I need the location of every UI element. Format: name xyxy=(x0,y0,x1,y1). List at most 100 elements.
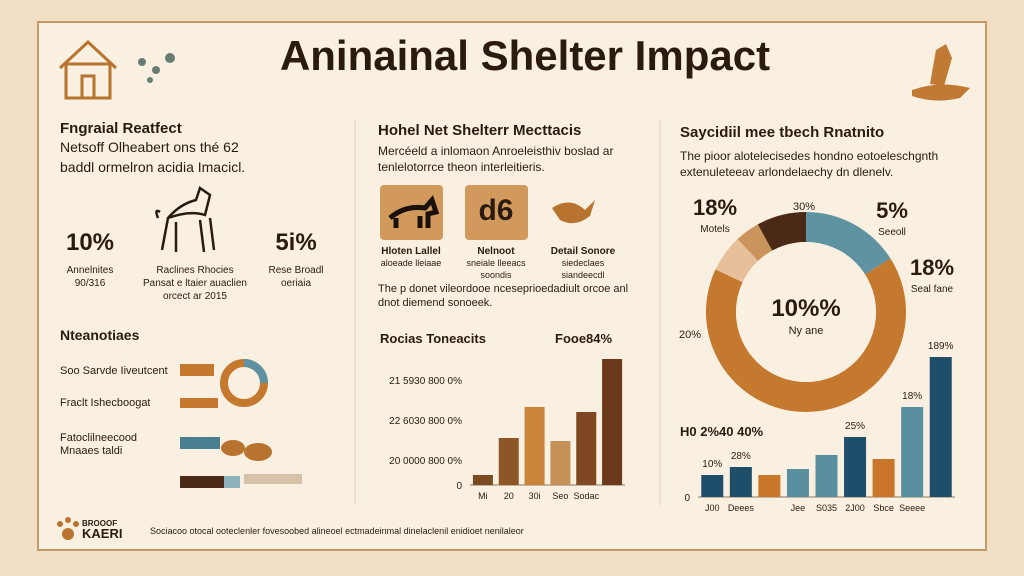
stat-value: 5i% xyxy=(275,229,316,256)
icon-caption: Hloten Lallel xyxy=(381,246,441,257)
bar xyxy=(729,467,752,497)
bar xyxy=(498,438,519,485)
paw-icon xyxy=(57,517,79,540)
logo: KAERI xyxy=(82,526,122,541)
donut-label: 5% xyxy=(876,198,908,223)
value-label: 10% xyxy=(702,459,722,470)
x-tick-label: S035 xyxy=(816,503,837,513)
donut-segment xyxy=(737,224,773,261)
bar xyxy=(602,359,623,485)
text: The pioor alotelecisedes hondno eotoeles… xyxy=(680,149,938,163)
text: Mercéeld a inlomaon Anroeleisthiv boslad… xyxy=(378,144,613,158)
y-tick-label: 0 xyxy=(684,493,690,504)
donut-segment xyxy=(757,211,806,251)
y-tick-label: 21 5930 800 0% xyxy=(389,376,462,387)
row-label: Fraclt Ishecboogat xyxy=(60,397,151,409)
donut-center: 10%% xyxy=(771,295,840,322)
donut-segment xyxy=(705,258,906,413)
footer-text: Sociacoo otocal ooteclenler fovesoobed a… xyxy=(150,526,524,536)
text: baddl ormelron acidia Imacicl. xyxy=(60,159,245,175)
bar xyxy=(844,437,867,497)
donut-segment xyxy=(806,212,891,275)
x-tick-label: Jee xyxy=(791,503,806,513)
stat-label: Raclines Rhocies xyxy=(156,265,233,276)
donut-hole xyxy=(736,242,876,382)
bar xyxy=(701,475,724,497)
y-tick-label: 22 6030 800 0% xyxy=(389,416,462,427)
section-heading: Hohel Net Shelterr Mecttacis xyxy=(378,122,581,139)
text: tenlelotorrce theon interleitieris. xyxy=(378,160,545,174)
bar xyxy=(524,407,545,485)
bar xyxy=(815,455,838,497)
icon-caption: sneiale lleeacs xyxy=(466,258,526,268)
icon-badge: d6 xyxy=(478,194,513,227)
stat-value: 10% xyxy=(66,229,114,256)
row-label: Fatoclilneecood xyxy=(60,432,137,444)
leaf-icon xyxy=(138,53,175,83)
stat-label: Rese Broadl xyxy=(268,265,323,276)
logo: BROOOF xyxy=(82,519,117,528)
icon-caption: siedeclaes xyxy=(562,258,605,268)
x-tick-label: Sodac xyxy=(573,491,599,501)
dog-icon xyxy=(155,186,216,253)
icon-caption: aloeade lleiaae xyxy=(381,258,442,268)
donut-sublabel: Motels xyxy=(700,224,729,235)
y-tick-label: 20 0000 800 0% xyxy=(389,456,462,467)
x-tick-label: J00 xyxy=(705,503,720,513)
bar xyxy=(872,459,895,497)
donut-sublabel: Seeoll xyxy=(878,227,906,238)
stat-label: 90/316 xyxy=(75,278,106,289)
y-tick-label: 0 xyxy=(456,481,462,492)
donut-segment xyxy=(715,239,759,283)
icon-caption: Nelnoot xyxy=(477,246,515,257)
stat-label: Pansat e ltaier auaclien xyxy=(143,278,247,289)
x-tick-label: 30i xyxy=(529,491,541,501)
bar xyxy=(901,407,924,497)
chart-annotation: Fooe84% xyxy=(555,331,613,346)
animal-icon xyxy=(912,44,970,101)
dog-silhouette xyxy=(388,195,440,228)
bar xyxy=(472,475,493,485)
donut-center: Ny ane xyxy=(789,325,824,337)
x-tick-label: Seo xyxy=(552,491,568,501)
x-tick-label: Deees xyxy=(728,503,755,513)
row-label: Soo Sarvde Iiveutcent xyxy=(60,365,168,377)
value-label: 28% xyxy=(731,451,751,462)
donut-label: 20% xyxy=(679,329,701,341)
donut-label: 18% xyxy=(693,195,737,220)
text: extenuleteeav arlondelaechy dn dlenelv. xyxy=(680,165,893,179)
icon-tile xyxy=(465,185,528,240)
chart-title: Rocias Toneacits xyxy=(380,331,486,346)
bar xyxy=(550,441,571,485)
value-label: 189% xyxy=(928,341,954,352)
stat-label: orcect ar 2015 xyxy=(163,291,227,302)
bar xyxy=(758,475,781,497)
section-heading: Saycidiil mee tbech Rnatnito xyxy=(680,124,884,141)
x-tick-label: 20 xyxy=(504,491,514,501)
stat-label: oeriaia xyxy=(281,278,311,289)
chart-annotation: H0 2%40 40% xyxy=(680,424,764,439)
icon-caption: Detail Sonore xyxy=(551,246,616,257)
value-label: 18% xyxy=(902,391,922,402)
donut-label: 18% xyxy=(910,255,954,280)
icon-caption: siandeecdl xyxy=(561,270,604,280)
icon-caption: soondis xyxy=(480,270,512,280)
text: Netsoff Olheabert ons thé 62 xyxy=(60,139,239,155)
x-tick-label: Mi xyxy=(478,491,488,501)
donut-label: 30% xyxy=(793,201,815,213)
left-bars xyxy=(180,359,302,488)
title: Aninainal Shelter Impact xyxy=(280,32,770,79)
text: The p donet vileordooe nceseprioedadiult… xyxy=(378,283,628,295)
text: dnot diemend sonoeek. xyxy=(378,297,492,309)
stat-label: Annelnites xyxy=(67,265,114,276)
bird-icon xyxy=(552,200,595,224)
donut-sublabel: Seal fane xyxy=(911,284,954,295)
section-heading: Fngraial Reatfect xyxy=(60,120,182,137)
row-label: Mnaaes taldi xyxy=(60,445,122,457)
bar xyxy=(786,469,809,497)
x-tick-label: Sbce xyxy=(873,503,894,513)
bar xyxy=(929,357,952,497)
x-tick-label: Seeee xyxy=(899,503,925,513)
